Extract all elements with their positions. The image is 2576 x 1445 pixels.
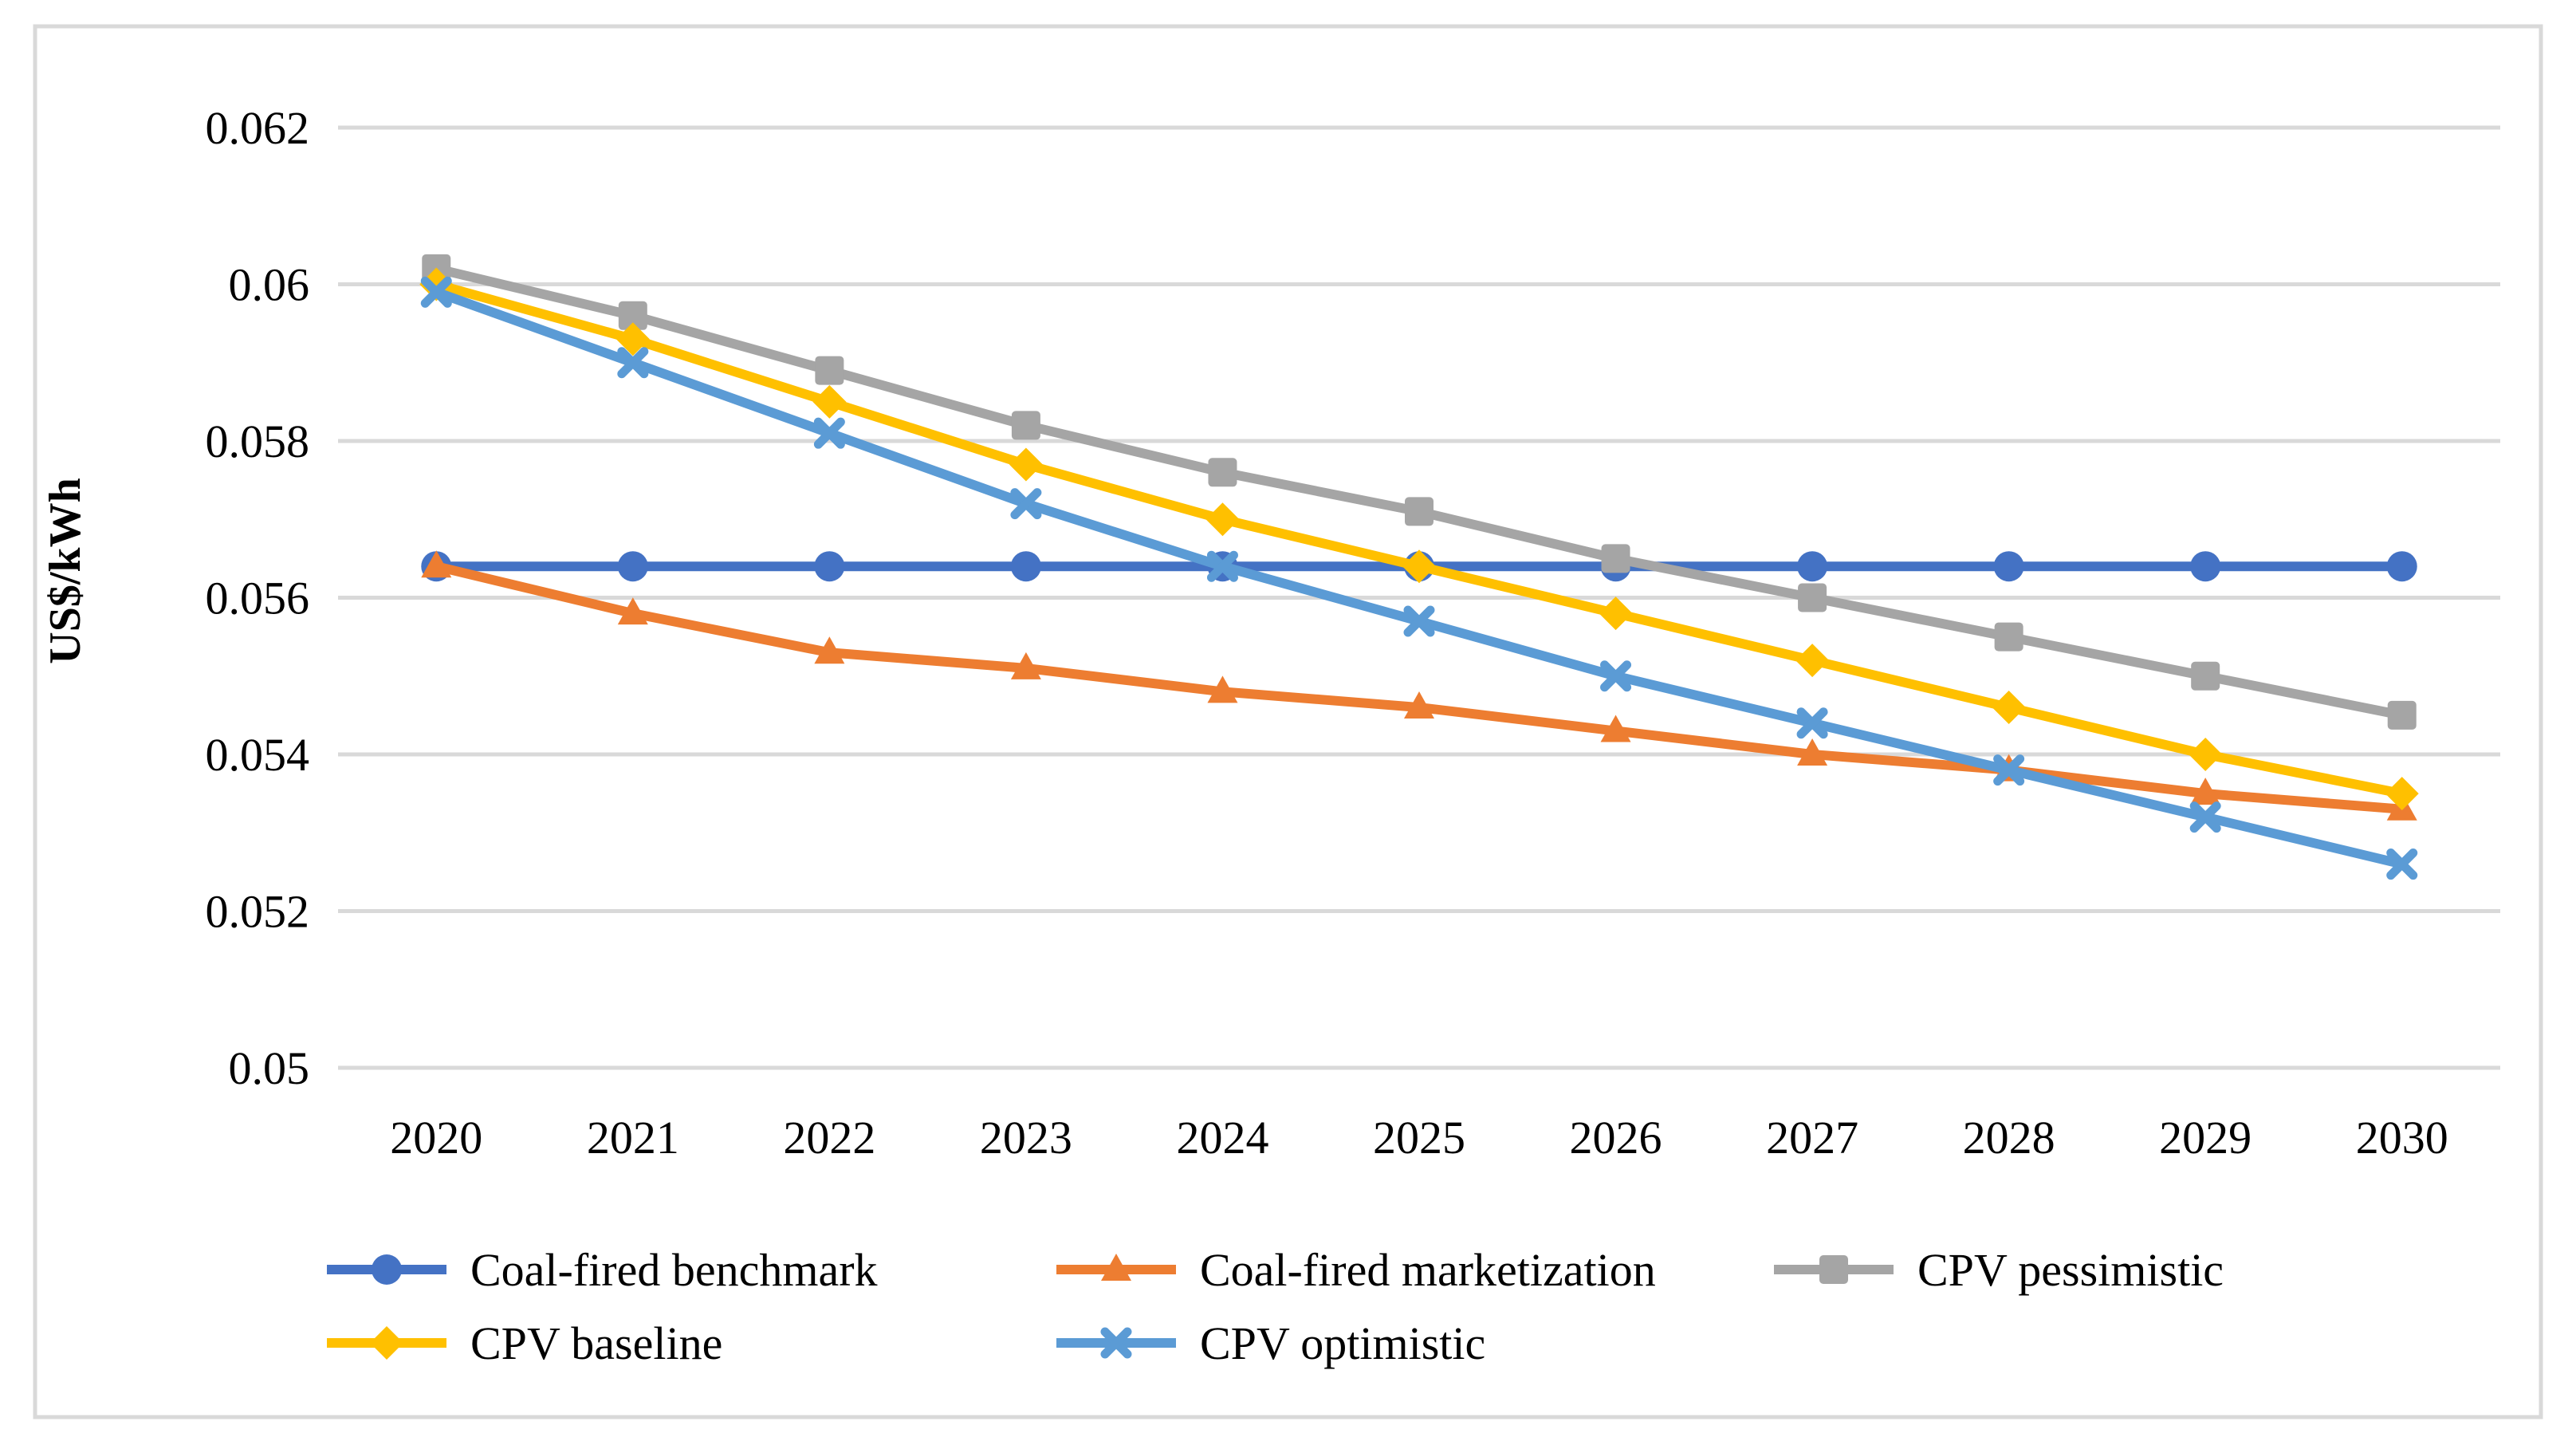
marker-coal-fired-benchmark-2023 (1010, 551, 1041, 582)
marker-cpv-baseline-2024 (1205, 502, 1240, 537)
legend-marker-cpv-optimistic (1100, 1327, 1132, 1359)
legend-item-cpv-baseline: CPV baseline (327, 1317, 722, 1369)
marker-coal-fired-marketization-2029 (2190, 778, 2221, 805)
series-line-coal-fired-marketization (431, 561, 2407, 814)
y-tick-label: 0.054 (206, 729, 310, 781)
x-tick-label: 2030 (2356, 1112, 2448, 1163)
x-tick-label: 2028 (1963, 1112, 2055, 1163)
marker-coal-fired-marketization-2021 (617, 597, 648, 625)
series-line-cpv-pessimistic (431, 263, 2407, 720)
marker-cpv-baseline-2028 (1992, 691, 2026, 725)
legend-item-cpv-pessimistic: CPV pessimistic (1774, 1244, 2224, 1296)
marker-cpv-pessimistic-2022 (815, 356, 844, 385)
marker-cpv-optimistic-2026 (1600, 660, 1632, 692)
marker-cpv-baseline-2021 (615, 322, 650, 356)
marker-cpv-optimistic-2020 (420, 276, 452, 308)
marker-coal-fired-marketization-2024 (1207, 675, 1238, 703)
marker-cpv-pessimistic-2025 (1405, 497, 1434, 526)
legend-marker-cpv-baseline (370, 1326, 403, 1360)
marker-cpv-baseline-2026 (1599, 597, 1633, 631)
marker-coal-fired-benchmark-2029 (2190, 551, 2221, 582)
marker-cpv-baseline-2025 (1402, 549, 1436, 584)
x-tick-label: 2021 (587, 1112, 679, 1163)
marker-cpv-pessimistic-2030 (2387, 700, 2417, 730)
marker-cpv-pessimistic-2026 (1601, 544, 1630, 573)
marker-coal-fired-benchmark-2027 (1797, 551, 1828, 582)
legend-label-cpv-pessimistic: CPV pessimistic (1917, 1244, 2224, 1296)
y-tick-label: 0.062 (206, 102, 310, 154)
marker-cpv-optimistic-2022 (813, 417, 845, 449)
y-tick-label: 0.05 (229, 1042, 310, 1094)
marker-cpv-baseline-2027 (1795, 644, 1830, 678)
x-tick-label: 2020 (390, 1112, 482, 1163)
y-tick-label: 0.056 (206, 573, 310, 624)
x-tick-label: 2027 (1766, 1112, 1858, 1163)
marker-cpv-pessimistic-2023 (1011, 411, 1040, 440)
marker-coal-fired-benchmark-2022 (814, 551, 845, 582)
marker-cpv-pessimistic-2027 (1798, 583, 1827, 612)
legend-item-cpv-optimistic: CPV optimistic (1056, 1317, 1485, 1369)
marker-coal-fired-marketization-2023 (1010, 652, 1041, 679)
marker-cpv-pessimistic-2024 (1208, 458, 1237, 487)
legend-label-cpv-baseline: CPV baseline (470, 1317, 722, 1369)
marker-cpv-baseline-2030 (2385, 777, 2419, 811)
legend-label-coal-fired-benchmark: Coal-fired benchmark (470, 1244, 878, 1296)
marker-cpv-pessimistic-2029 (2191, 661, 2220, 691)
marker-cpv-optimistic-2027 (1796, 707, 1828, 739)
y-tick-label: 0.06 (229, 259, 310, 311)
marker-coal-fired-marketization-2027 (1797, 738, 1828, 766)
legend-item-coal-fired-marketization: Coal-fired marketization (1056, 1244, 1656, 1296)
marker-cpv-pessimistic-2028 (1994, 622, 2023, 652)
marker-cpv-baseline-2022 (812, 384, 847, 419)
marker-coal-fired-marketization-2025 (1404, 691, 1434, 719)
legend-label-cpv-optimistic: CPV optimistic (1200, 1317, 1485, 1369)
x-tick-label: 2022 (783, 1112, 875, 1163)
marker-cpv-baseline-2029 (2189, 738, 2223, 771)
marker-coal-fired-marketization-2020 (421, 550, 452, 578)
y-axis-title: US$/kWh (41, 478, 90, 663)
marker-coal-fired-marketization-2022 (814, 636, 845, 664)
marker-coal-fired-benchmark-2021 (617, 551, 648, 582)
y-tick-label: 0.052 (206, 886, 310, 938)
legend-marker-coal-fired-marketization (1101, 1254, 1131, 1281)
x-tick-label: 2026 (1570, 1112, 1662, 1163)
marker-cpv-pessimistic-2021 (618, 301, 647, 330)
x-tick-label: 2029 (2159, 1112, 2252, 1163)
legend-item-coal-fired-benchmark: Coal-fired benchmark (327, 1244, 878, 1296)
marker-cpv-optimistic-2024 (1206, 550, 1238, 582)
legend-label-coal-fired-marketization: Coal-fired marketization (1200, 1244, 1656, 1296)
figure-border (33, 24, 2543, 1419)
marker-cpv-optimistic-2029 (2189, 801, 2221, 833)
marker-cpv-optimistic-2030 (2386, 848, 2418, 880)
marker-cpv-optimistic-2025 (1403, 605, 1435, 637)
marker-cpv-optimistic-2023 (1010, 488, 1042, 520)
legend-marker-coal-fired-benchmark (372, 1254, 402, 1285)
x-tick-label: 2025 (1373, 1112, 1465, 1163)
marker-cpv-optimistic-2021 (617, 347, 649, 379)
marker-coal-fired-benchmark-2030 (2386, 551, 2417, 582)
marker-coal-fired-marketization-2026 (1600, 715, 1631, 742)
marker-coal-fired-benchmark-2028 (1993, 551, 2024, 582)
legend-marker-cpv-pessimistic (1819, 1255, 1848, 1284)
y-tick-label: 0.058 (206, 415, 310, 467)
x-tick-label: 2023 (980, 1112, 1072, 1163)
marker-cpv-optimistic-2028 (1993, 754, 2025, 786)
x-tick-label: 2024 (1176, 1112, 1268, 1163)
marker-cpv-baseline-2023 (1009, 447, 1043, 482)
